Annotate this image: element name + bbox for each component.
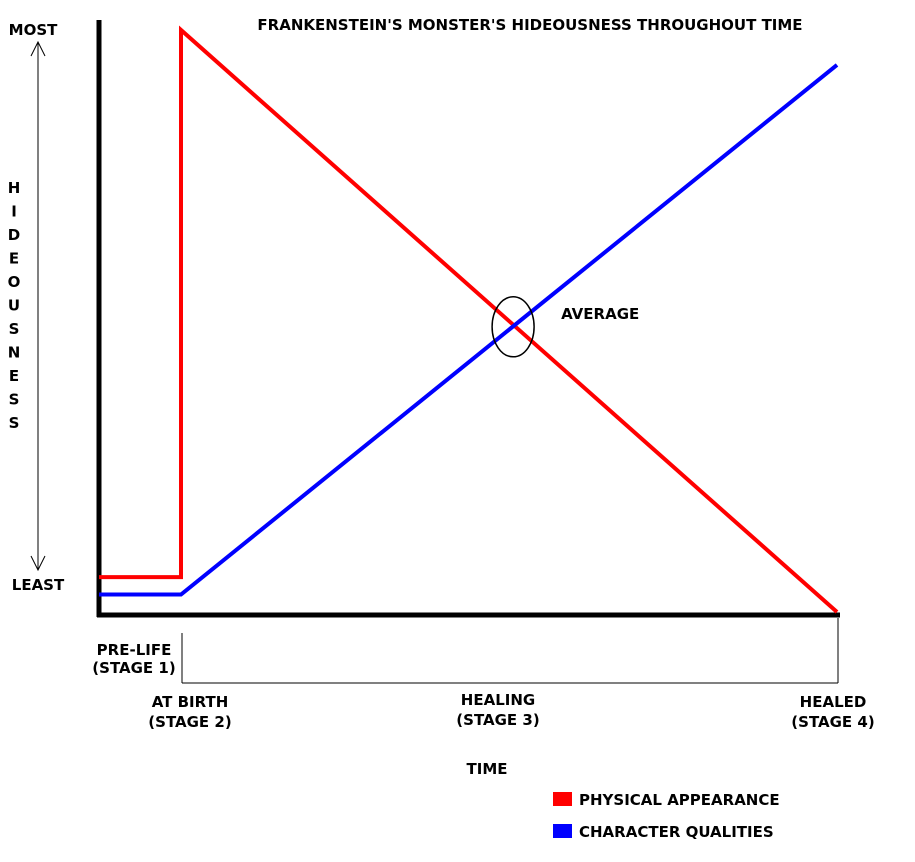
stage-sub-label-3: (STAGE 3) (456, 711, 539, 729)
y-top-label: MOST (9, 21, 58, 39)
x-axis-title: TIME (467, 760, 508, 778)
y-axis-label-letter: S (9, 391, 20, 409)
y-axis-label-letter: I (11, 203, 17, 221)
stage-label-at-birth: AT BIRTH (152, 693, 229, 711)
legend-label-physical: PHYSICAL APPEARANCE (579, 791, 780, 809)
legend: PHYSICAL APPEARANCE CHARACTER QUALITIES (553, 791, 780, 841)
y-axis-label-letter: H (8, 179, 21, 197)
legend-label-character: CHARACTER QUALITIES (579, 823, 774, 841)
y-axis-label-letter: S (9, 320, 20, 338)
stage-label-healing: HEALING (461, 691, 535, 709)
chart-title: FRANKENSTEIN'S MONSTER'S HIDEOUSNESS THR… (257, 16, 802, 34)
y-axis-label-letter: U (8, 297, 20, 315)
series-line-physical-appearance (99, 25, 839, 614)
stage-label-healed: HEALED (800, 693, 867, 711)
y-axis-label: HIDEOUSNESS (8, 179, 21, 432)
y-axis-label-letter: S (9, 414, 20, 432)
timeline-bracket (181, 618, 839, 684)
y-axis-label-letter: E (9, 250, 19, 268)
series-group (99, 25, 839, 614)
y-range-arrow (30, 40, 46, 572)
y-bottom-label: LEAST (12, 576, 65, 594)
stage-sub-label-4: (STAGE 4) (791, 713, 874, 731)
legend-swatch-physical (553, 792, 572, 806)
legend-swatch-character (553, 824, 572, 838)
y-axis-label-letter: O (8, 273, 21, 291)
stage-sub-label-2: (STAGE 2) (148, 713, 231, 731)
average-label: AVERAGE (561, 305, 639, 323)
average-marker (491, 296, 535, 358)
series-line-character-qualities (99, 63, 839, 597)
y-axis-label-letter: E (9, 367, 19, 385)
y-axis-label-letter: D (8, 226, 20, 244)
stage-label-pre-life: PRE-LIFE (97, 641, 172, 659)
stage-sub-label-1: (STAGE 1) (92, 659, 175, 677)
y-axis-label-letter: N (8, 344, 21, 362)
